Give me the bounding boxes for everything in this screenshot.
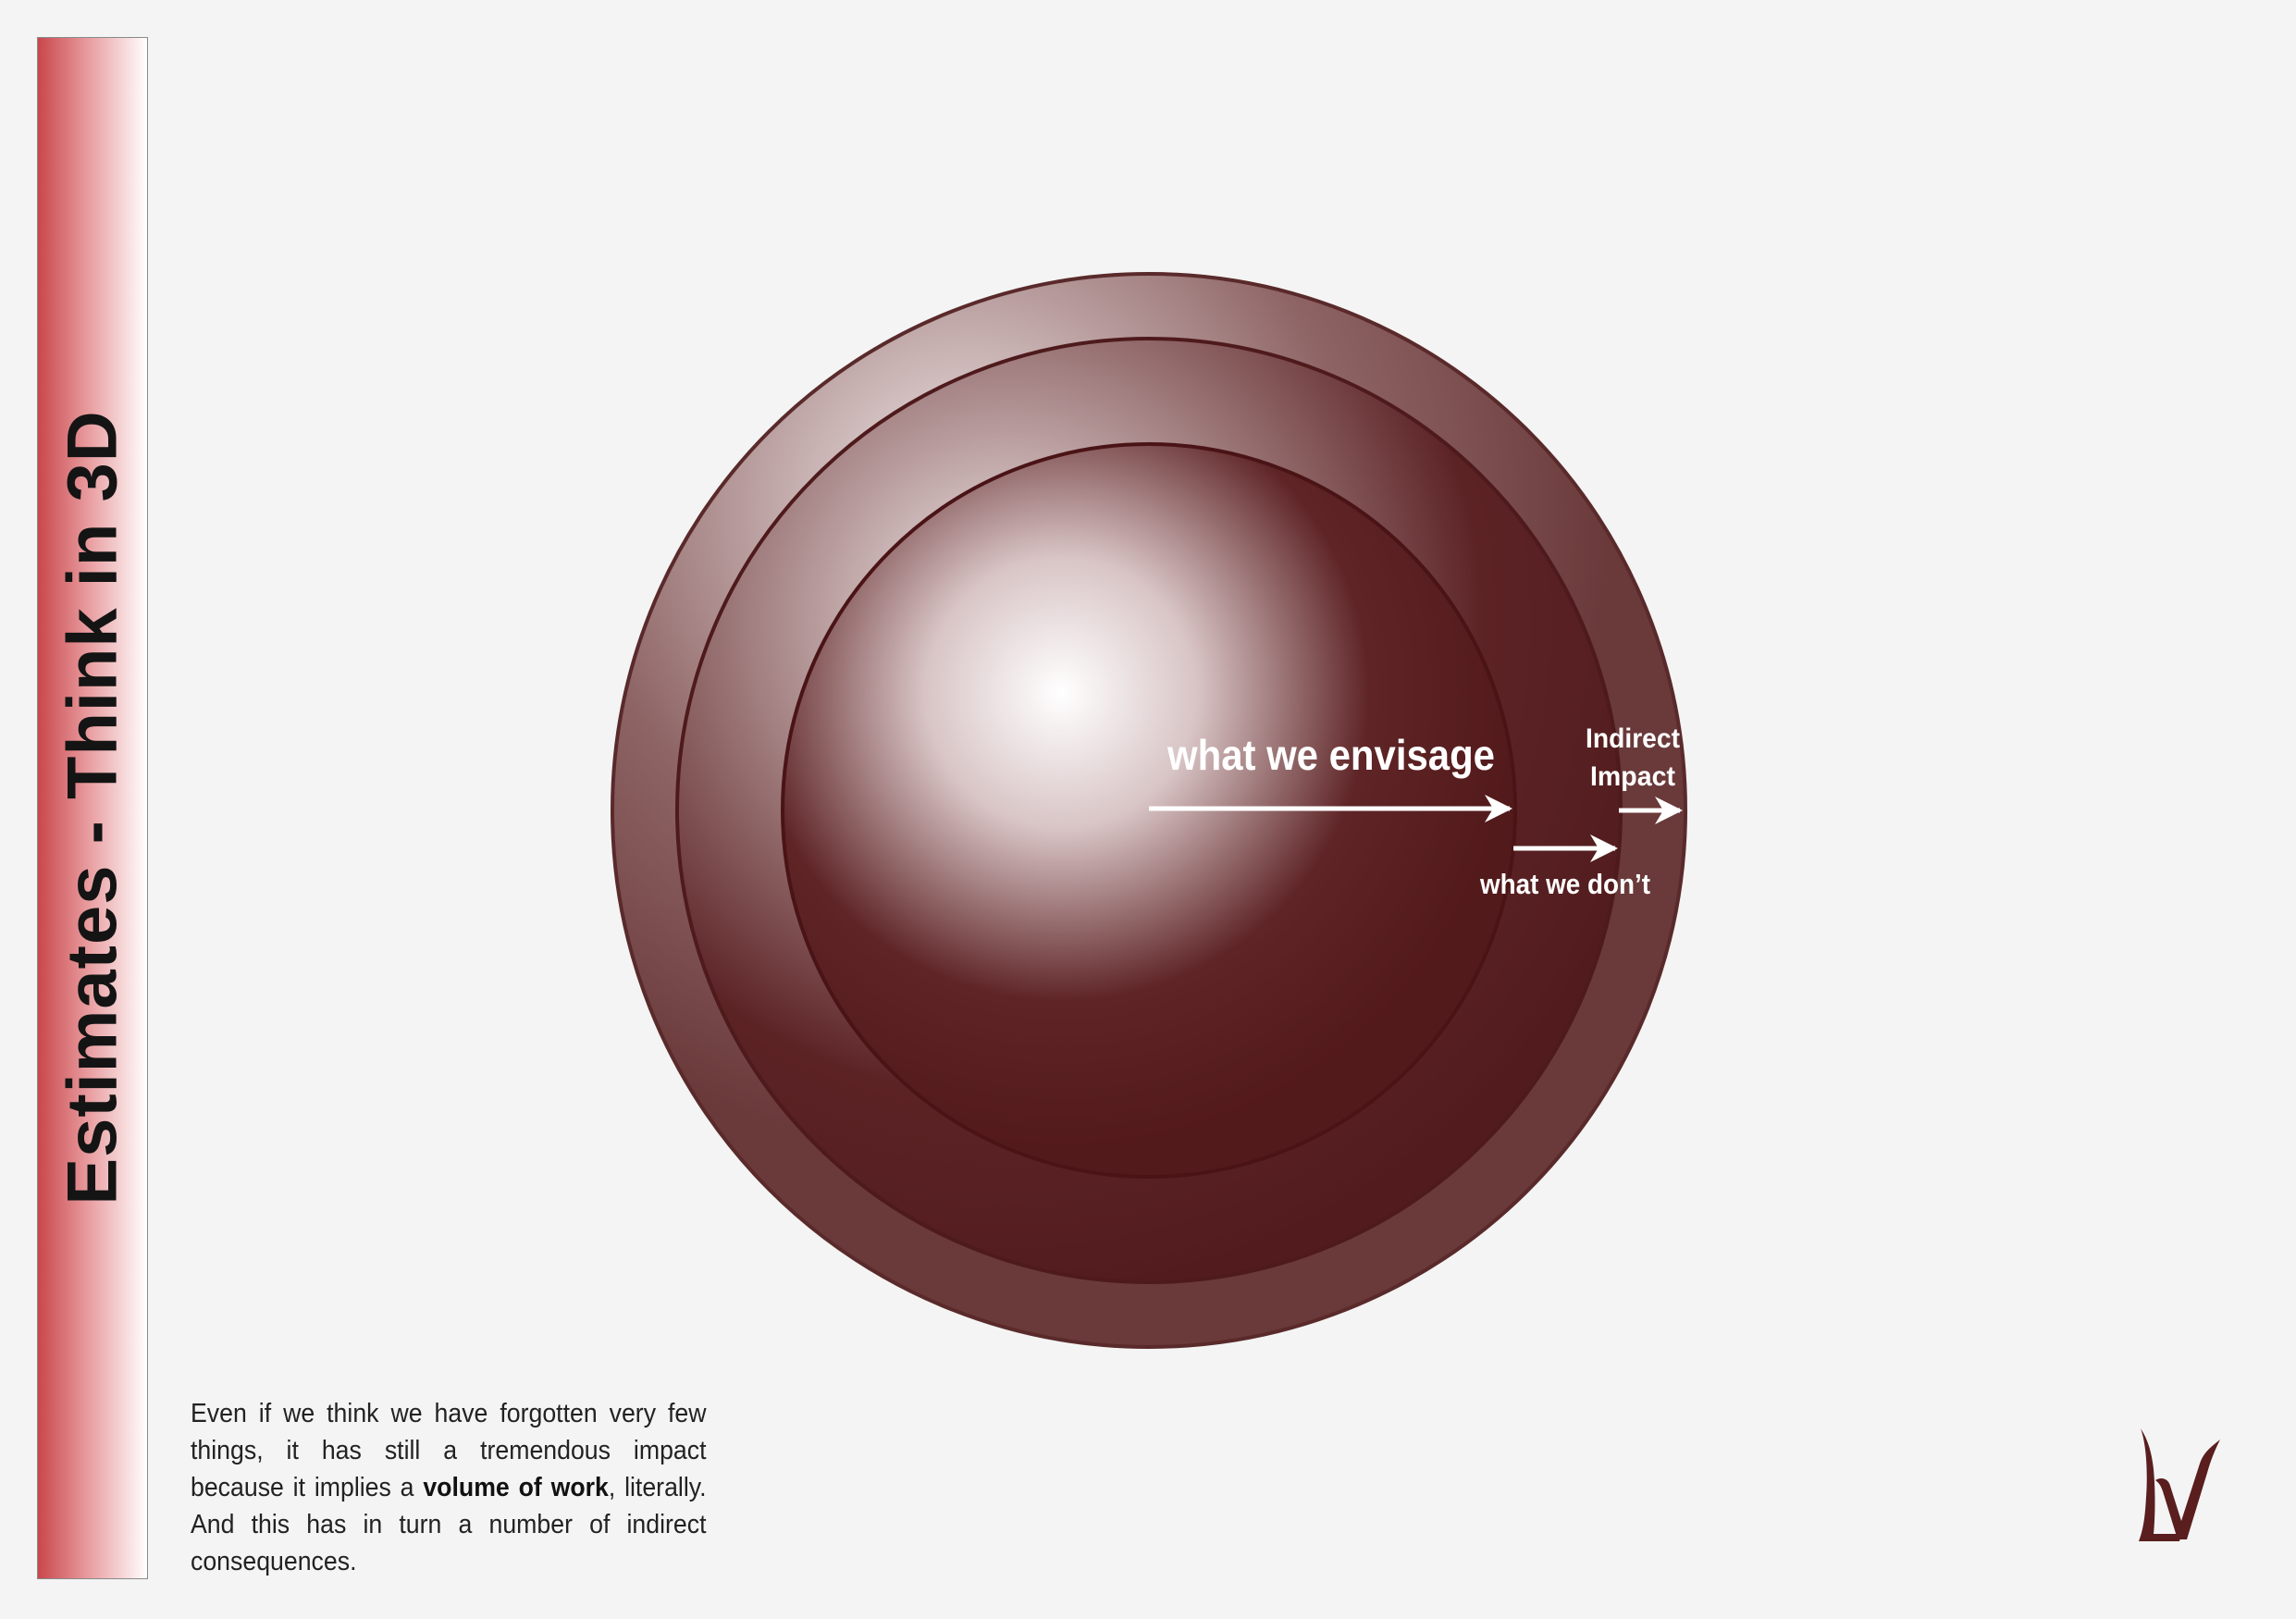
- side-bar: [37, 37, 148, 1579]
- caption-text-2: , literally. And this has in turn a numb…: [191, 1473, 707, 1576]
- indirect-label-line2: Impact: [1590, 761, 1675, 792]
- lv-logo-icon: [2139, 1428, 2220, 1541]
- dont-label: what we don’t: [1479, 868, 1650, 900]
- envisage-label: what we envisage: [1167, 731, 1495, 779]
- caption-text-1: Even if we think we have forgotten very …: [191, 1399, 707, 1502]
- indirect-label-line1: Indirect: [1586, 723, 1680, 754]
- caption-paragraph: Even if we think we have forgotten very …: [191, 1395, 707, 1580]
- caption-bold-text: volume of work: [423, 1473, 609, 1502]
